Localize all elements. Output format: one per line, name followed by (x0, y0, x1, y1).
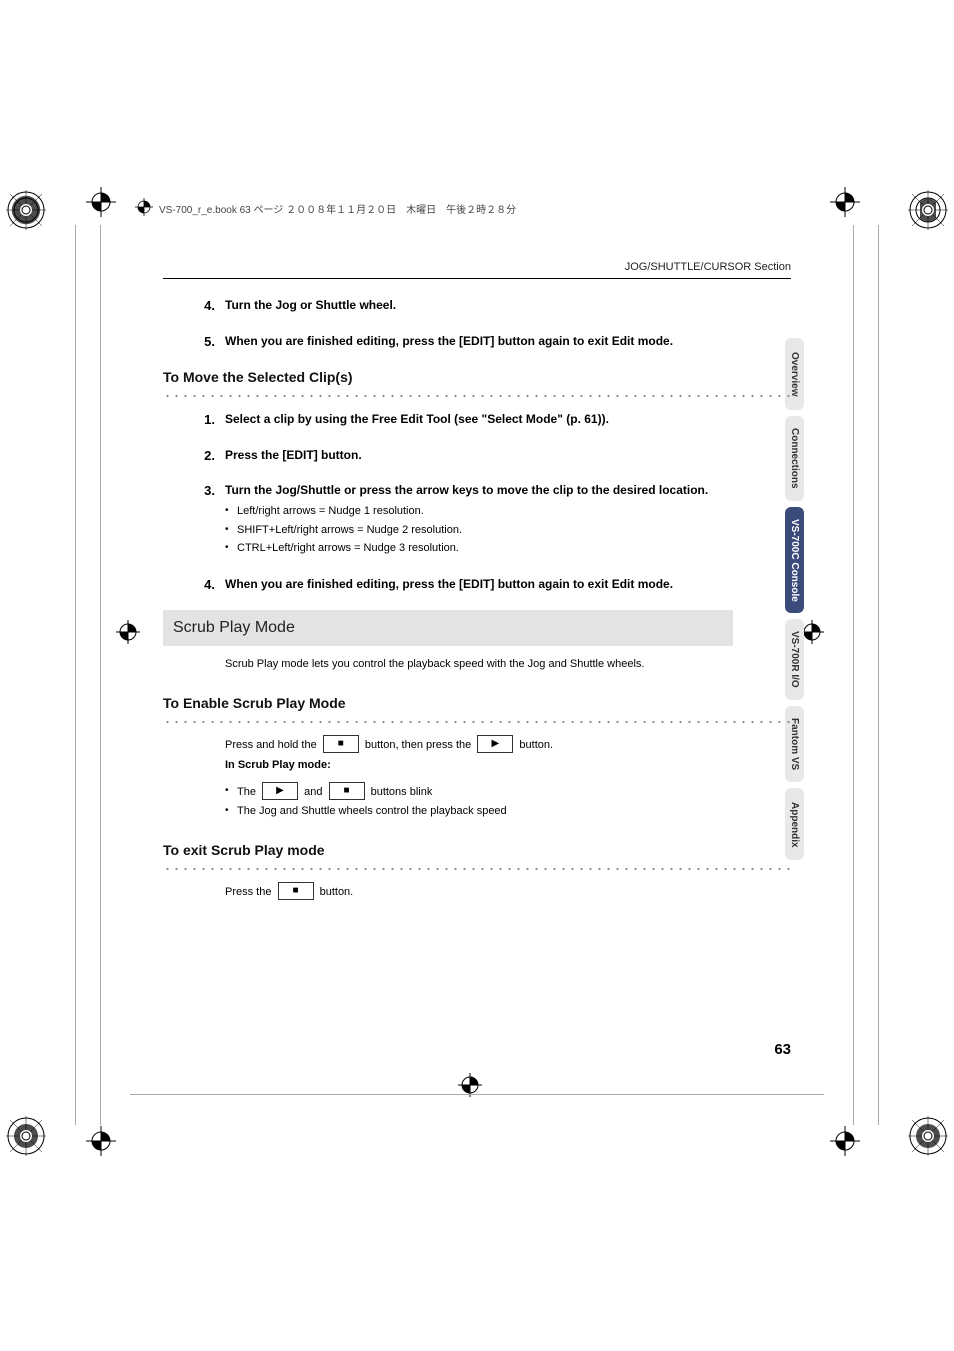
stop-button-icon: ■ (329, 782, 365, 800)
page-number: 63 (774, 1041, 791, 1058)
play-button-icon: ▶ (262, 782, 298, 800)
step: 4. When you are finished editing, press … (163, 575, 791, 595)
section-label: JOG/SHUTTLE/CURSOR Section (625, 261, 791, 273)
header-rule (163, 278, 791, 279)
book-header: VS-700_r_e.book 63 ページ ２００８年１１月２０日 木曜日 午… (135, 198, 819, 219)
move-heading: To Move the Selected Clip(s) (163, 367, 791, 388)
step: 2. Press the [EDIT] button. (163, 446, 791, 466)
registration-mark (830, 1126, 868, 1164)
text: button. (320, 885, 354, 897)
dotted-rule (163, 392, 791, 400)
step-title: Select a clip by using the Free Edit Too… (225, 410, 791, 428)
crop-disc-bl (6, 1116, 46, 1161)
page-content: VS-700_r_e.book 63 ページ ２００８年１１月２０日 木曜日 午… (135, 198, 819, 1068)
step-title: Turn the Jog/Shuttle or press the arrow … (225, 481, 791, 499)
exit-line: Press the ■ button. (225, 883, 791, 901)
step: 3. Turn the Jog/Shuttle or press the arr… (163, 481, 791, 559)
registration-mark (830, 187, 868, 225)
step-number: 5. (163, 332, 225, 352)
step-number: 3. (163, 481, 225, 559)
body-content: 4. Turn the Jog or Shuttle wheel.5. When… (163, 296, 791, 904)
step: 5. When you are finished editing, press … (163, 332, 791, 352)
crop-line (130, 1094, 824, 1095)
stop-button-icon: ■ (278, 882, 314, 900)
registration-mark (86, 187, 124, 225)
scrub-heading: Scrub Play Mode (163, 610, 733, 646)
enable-line-1: Press and hold the ■ button, then press … (225, 736, 791, 754)
step-title: Press the [EDIT] button. (225, 446, 791, 464)
scrub-intro: Scrub Play mode lets you control the pla… (225, 656, 791, 673)
play-button-icon: ▶ (477, 735, 513, 753)
crop-disc-tr (908, 190, 948, 235)
step-title: When you are finished editing, press the… (225, 575, 791, 593)
step-number: 2. (163, 446, 225, 466)
step-title: Turn the Jog or Shuttle wheel. (225, 296, 791, 314)
enable-heading: To Enable Scrub Play Mode (163, 693, 791, 714)
sub-bullet: SHIFT+Left/right arrows = Nudge 2 resolu… (225, 522, 791, 539)
text: button, then press the (365, 738, 471, 750)
header-reg-icon (135, 198, 153, 219)
step-title: When you are finished editing, press the… (225, 332, 791, 350)
registration-mark (458, 1073, 496, 1111)
crop-line (853, 225, 854, 1125)
text: Press and hold the (225, 738, 317, 750)
crop-line (100, 225, 101, 1125)
step-number: 4. (163, 575, 225, 595)
registration-mark (86, 1126, 124, 1164)
exit-heading: To exit Scrub Play mode (163, 840, 791, 861)
step: 4. Turn the Jog or Shuttle wheel. (163, 296, 791, 316)
stop-button-icon: ■ (323, 735, 359, 753)
text: buttons blink (371, 786, 433, 798)
text: Press the (225, 885, 271, 897)
crop-disc-br (908, 1116, 948, 1161)
dotted-rule (163, 718, 791, 726)
enable-line-2: In Scrub Play mode: (225, 757, 791, 774)
crop-line (75, 225, 76, 1125)
text: The (237, 786, 256, 798)
book-header-text: VS-700_r_e.book 63 ページ ２００８年１１月２０日 木曜日 午… (159, 201, 516, 216)
step-number: 1. (163, 410, 225, 430)
enable-bullet-2: The Jog and Shuttle wheels control the p… (225, 803, 791, 820)
step-number: 4. (163, 296, 225, 316)
step: 1. Select a clip by using the Free Edit … (163, 410, 791, 430)
sub-bullet: CTRL+Left/right arrows = Nudge 3 resolut… (225, 540, 791, 557)
sub-bullet: Left/right arrows = Nudge 1 resolution. (225, 503, 791, 520)
crop-disc-tl (6, 190, 46, 235)
text: button. (519, 738, 553, 750)
enable-bullet-1: The ▶ and ■ buttons blink (225, 783, 791, 801)
text: and (304, 786, 322, 798)
crop-line (878, 225, 879, 1125)
dotted-rule (163, 865, 791, 873)
